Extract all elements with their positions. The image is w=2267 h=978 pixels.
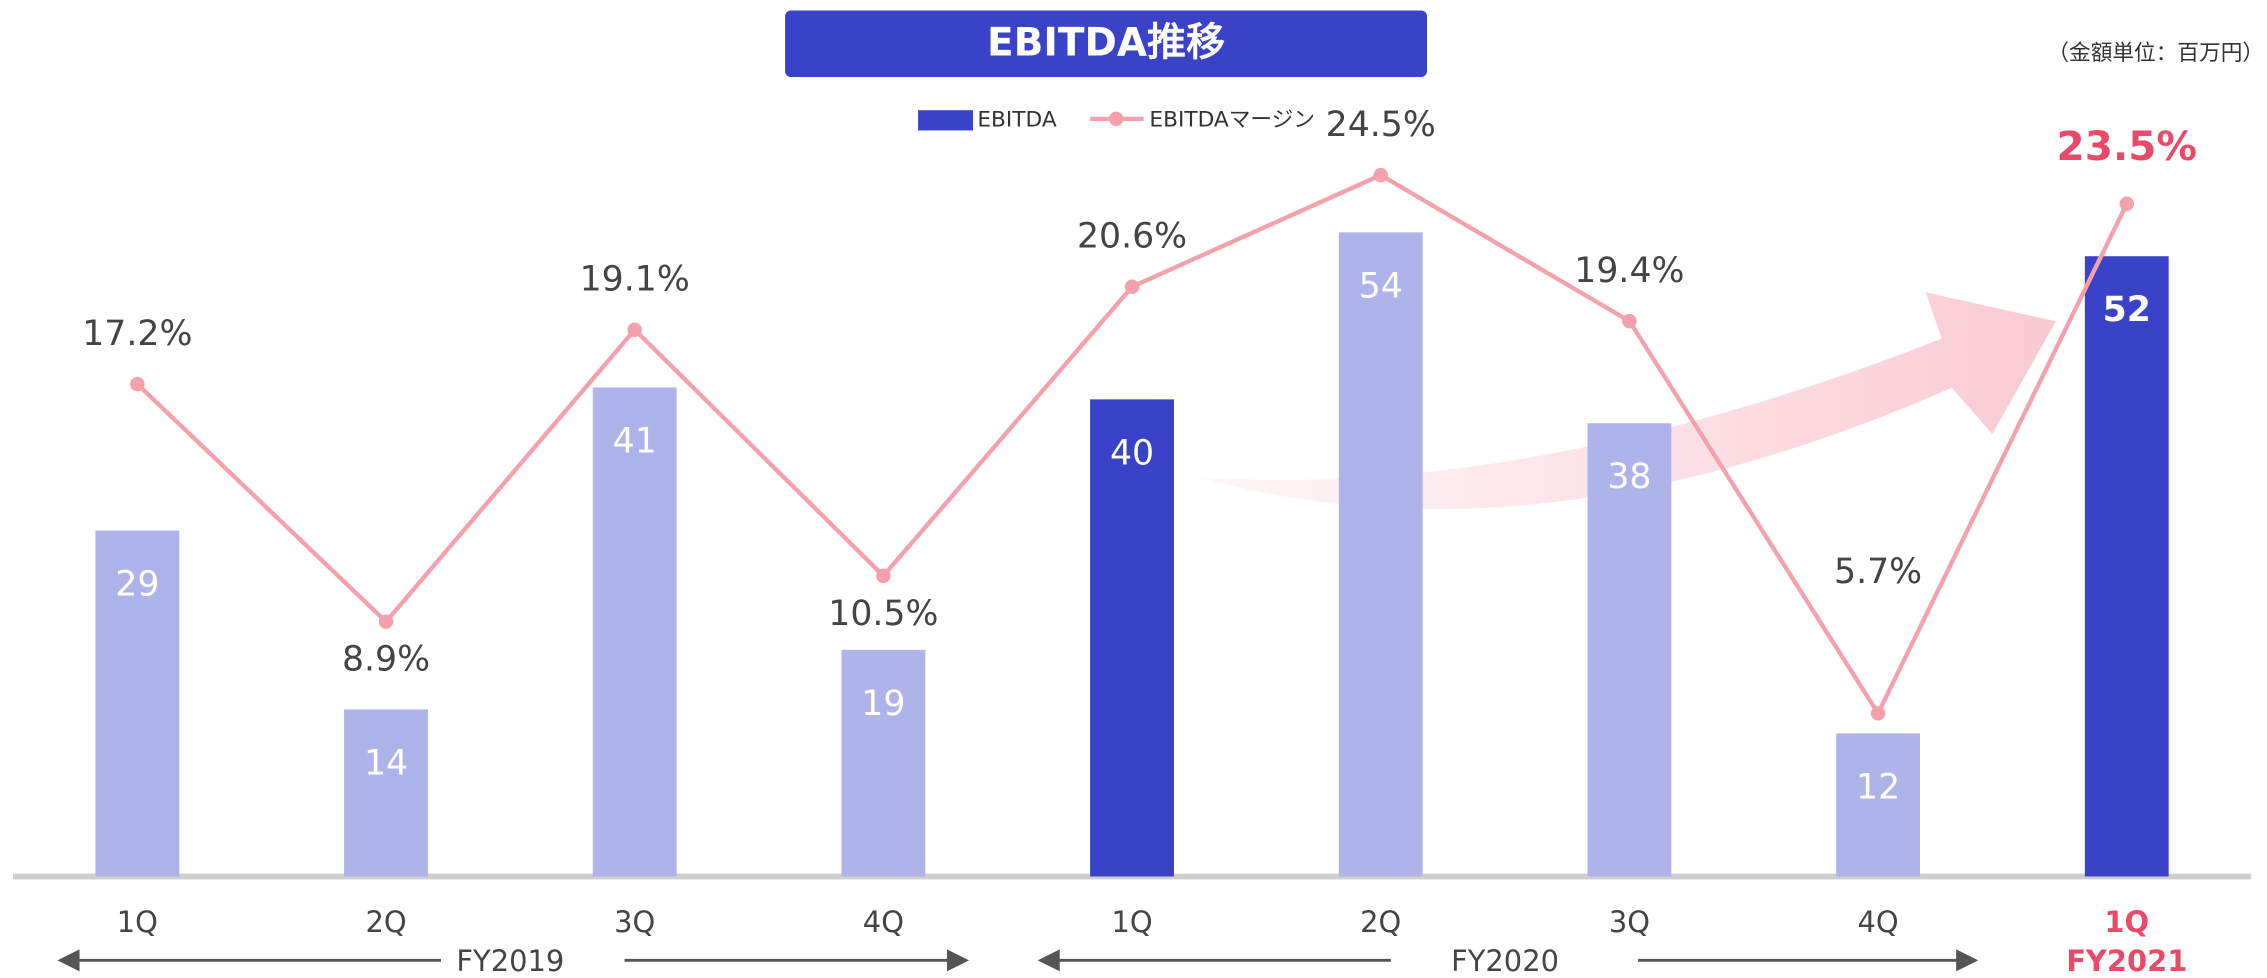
- group-label: FY2021: [2066, 944, 2187, 978]
- group-label: FY2020: [1451, 944, 1559, 978]
- x-tick-label: 4Q: [863, 905, 904, 939]
- x-tick-label: 4Q: [1858, 905, 1899, 939]
- bar: [344, 709, 428, 877]
- x-tick-label: 3Q: [614, 905, 655, 939]
- margin-value-label: 17.2%: [82, 314, 192, 354]
- x-tick-label: 2Q: [365, 905, 406, 939]
- margin-value-label: 19.4%: [1574, 251, 1684, 291]
- x-tick-label: 1Q: [1111, 905, 1152, 939]
- x-tick-label: 1Q: [117, 905, 158, 939]
- bar-value-label: 40: [1110, 433, 1154, 473]
- unit-note: （金額単位：百万円）: [2047, 41, 2264, 66]
- bar-value-label: 29: [115, 565, 159, 605]
- bar: [1090, 399, 1174, 877]
- margin-value-label: 19.1%: [580, 260, 690, 300]
- title-box: [785, 10, 1427, 77]
- legend-swatch: [918, 110, 974, 131]
- bar: [1587, 423, 1672, 877]
- group-label: FY2019: [456, 944, 564, 978]
- bar-value-label: 12: [1856, 767, 1900, 807]
- legend-dot: [1108, 111, 1124, 127]
- bar: [2084, 256, 2169, 877]
- margin-dot: [627, 322, 642, 337]
- bar-value-label: 52: [2103, 290, 2151, 330]
- bar: [95, 530, 180, 877]
- x-tick-label: 3Q: [1609, 905, 1650, 939]
- margin-value-label: 24.5%: [1326, 105, 1436, 145]
- legend-label: EBITDAマージン: [1149, 107, 1315, 132]
- margin-value-label: 8.9%: [342, 640, 430, 680]
- x-tick-label: 1Q: [2104, 905, 2149, 939]
- bar-value-label: 14: [364, 743, 408, 783]
- chart-title: EBITDA推移: [987, 21, 1225, 66]
- bar: [1836, 733, 1921, 877]
- period-arrows: [57, 949, 1979, 972]
- margin-value-label: 10.5%: [828, 594, 938, 634]
- margin-dot: [2119, 196, 2134, 211]
- margin-value-label: 23.5%: [2057, 122, 2197, 170]
- margin-value-label: 20.6%: [1077, 217, 1187, 257]
- margin-dot: [130, 376, 145, 392]
- margin-dot: [876, 568, 891, 584]
- margin-dot: [1373, 167, 1388, 183]
- bar-value-label: 54: [1359, 266, 1403, 306]
- bar: [841, 649, 926, 877]
- margin-dot: [1870, 706, 1886, 721]
- bar: [592, 387, 677, 877]
- legend-label: EBITDA: [977, 107, 1056, 132]
- margin-value-label: 5.7%: [1834, 552, 1922, 592]
- margin-dot: [1622, 313, 1637, 329]
- bar-value-label: 19: [861, 684, 905, 724]
- margin-dot: [1124, 279, 1140, 294]
- x-tick-label: 2Q: [1360, 905, 1401, 939]
- bar-value-label: 41: [613, 421, 657, 461]
- bar-value-label: 38: [1607, 457, 1651, 497]
- bar: [1338, 232, 1423, 877]
- margin-dot: [378, 614, 394, 629]
